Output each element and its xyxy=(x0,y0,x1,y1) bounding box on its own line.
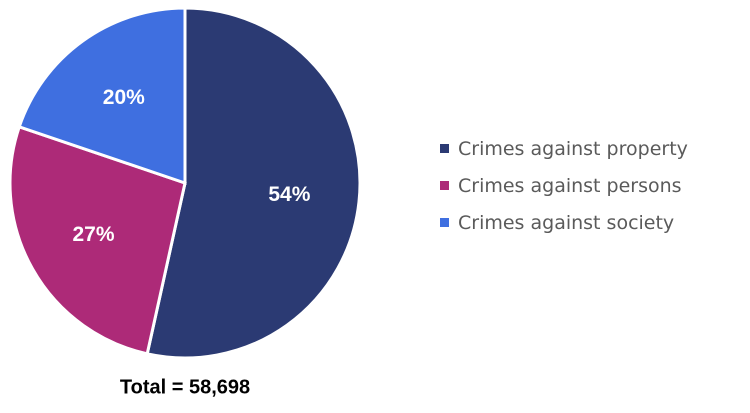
legend-item-society: Crimes against society xyxy=(440,204,688,241)
legend-swatch-persons xyxy=(440,181,449,190)
legend-label-property: Crimes against property xyxy=(458,137,688,160)
legend-item-persons: Crimes against persons xyxy=(440,167,688,204)
legend-swatch-society xyxy=(440,218,449,227)
pie-slice-persons xyxy=(8,124,187,356)
slice-label-society: 20% xyxy=(103,86,145,109)
slice-label-property: 54% xyxy=(268,183,310,206)
legend: Crimes against property Crimes against p… xyxy=(440,130,688,241)
pie-slice-society xyxy=(17,6,187,186)
legend-label-persons: Crimes against persons xyxy=(458,174,682,197)
slice-label-persons: 27% xyxy=(73,223,115,246)
legend-item-property: Crimes against property xyxy=(440,130,688,167)
total-label: Total = 58,698 xyxy=(119,376,251,399)
pie-slice-property xyxy=(145,6,362,360)
legend-label-society: Crimes against society xyxy=(458,211,675,234)
legend-swatch-property xyxy=(440,144,449,153)
